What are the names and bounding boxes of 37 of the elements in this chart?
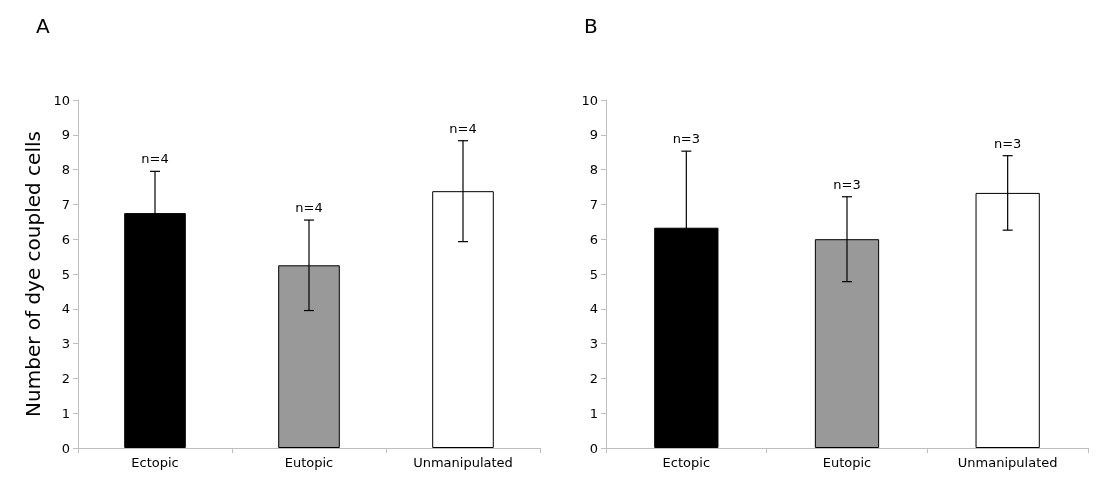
y-tick-label: 0 — [589, 440, 598, 456]
annotation: n=3 — [672, 131, 701, 147]
y-tick-label: 4 — [589, 301, 598, 317]
x-tick-label: Eutopic — [284, 455, 334, 470]
y-tick-label: 10 — [581, 92, 598, 108]
y-tick-label: 6 — [589, 231, 598, 247]
y-tick-label: 2 — [61, 370, 70, 386]
text: A — [36, 14, 50, 38]
y-tick-label: 9 — [61, 127, 70, 143]
annotation: n=4 — [141, 151, 169, 167]
y-tick-label: 8 — [61, 162, 70, 178]
x-tick-label: Unmanipulated — [413, 455, 513, 470]
y-tick-label: 1 — [61, 405, 70, 421]
y-tick-label: 8 — [589, 162, 598, 178]
y-axis-title: Number of dye coupled cells — [20, 131, 45, 417]
y-tick-label: 3 — [589, 336, 598, 352]
y-tick-label: 7 — [61, 196, 70, 212]
x-tick-label: Ectopic — [131, 455, 179, 470]
x-tick-label: Eutopic — [822, 455, 872, 470]
y-tick-label: 0 — [61, 440, 70, 456]
y-tick-label: 5 — [61, 266, 70, 282]
y-tick-label: 2 — [589, 370, 598, 386]
text: B — [584, 14, 598, 38]
annotation: n=3 — [993, 135, 1022, 151]
y-tick-label: 3 — [61, 336, 70, 352]
x-tick-label: Ectopic — [662, 455, 711, 470]
y-tick-label: 6 — [61, 231, 70, 247]
y-tick-label: 7 — [589, 196, 598, 212]
y-tick-label: 1 — [589, 405, 598, 421]
annotation: n=4 — [295, 200, 323, 216]
x-tick-label: Unmanipulated — [957, 455, 1058, 470]
annotation: n=3 — [833, 176, 861, 192]
y-tick-label: 4 — [61, 301, 70, 317]
y-tick-label: 10 — [53, 92, 70, 108]
y-tick-label: 9 — [589, 127, 598, 143]
y-tick-label: 5 — [589, 266, 598, 282]
annotation: n=4 — [449, 120, 477, 136]
